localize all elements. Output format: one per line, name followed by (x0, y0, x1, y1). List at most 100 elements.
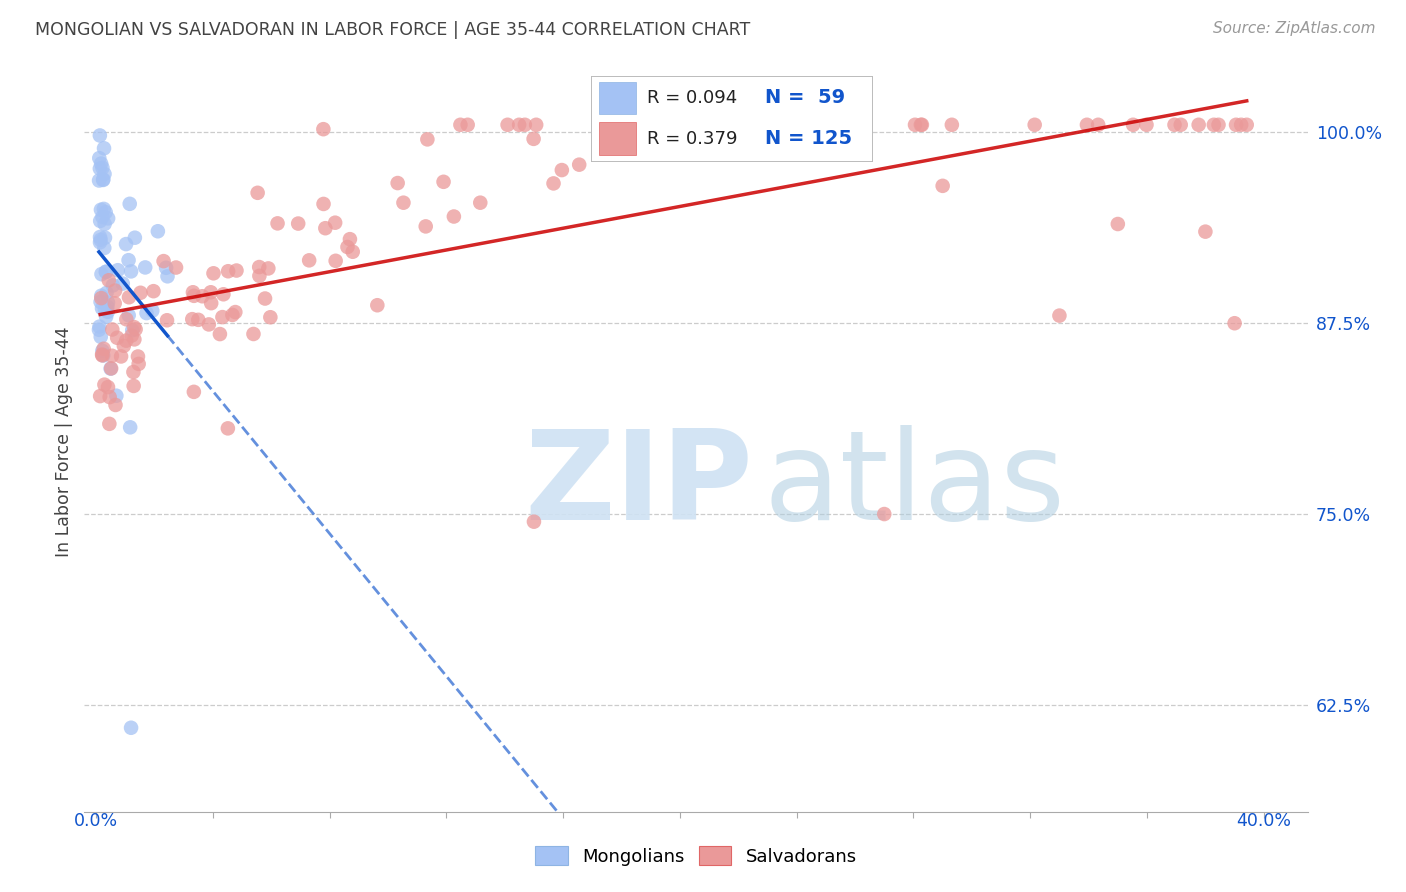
Point (415, 219, 437, 234)
Point (98, 417, 121, 431)
Point (117, 253, 139, 268)
Point (202, 266, 225, 280)
Point (94, 205, 117, 219)
Point (259, 310, 281, 325)
Point (183, 384, 205, 399)
Point (97, 273, 120, 287)
Point (651, 118, 673, 132)
Point (904, 118, 927, 132)
Point (298, 253, 321, 268)
Point (93, 241, 115, 255)
Point (118, 308, 141, 322)
Point (1208, 118, 1230, 132)
Point (568, 158, 591, 172)
Point (90, 202, 112, 217)
Point (91, 172, 114, 186)
Point (89, 151, 111, 165)
Point (165, 260, 187, 275)
Point (93, 217, 115, 231)
Point (181, 312, 204, 326)
Point (187, 313, 209, 327)
Point (659, 118, 682, 132)
Point (543, 177, 565, 191)
Point (156, 313, 179, 327)
Point (225, 263, 247, 277)
Point (152, 254, 174, 268)
Point (91, 210, 114, 224)
Point (146, 224, 169, 238)
Point (217, 264, 239, 278)
Point (287, 217, 309, 231)
Bar (599, 122, 636, 154)
Point (1076, 118, 1098, 132)
Point (90, 233, 112, 247)
Point (931, 178, 953, 193)
Point (94, 265, 117, 279)
Point (115, 334, 138, 348)
Point (134, 260, 156, 275)
Point (211, 310, 233, 324)
Point (115, 237, 138, 252)
Point (105, 389, 128, 403)
Point (120, 420, 142, 434)
Point (91, 343, 114, 358)
Point (97, 295, 120, 310)
Point (96, 285, 118, 300)
Point (94, 310, 117, 324)
Point (91, 349, 114, 363)
Point (339, 232, 361, 246)
Point (118, 197, 141, 211)
Point (224, 305, 246, 319)
Point (101, 278, 124, 293)
Text: 0.0%: 0.0% (75, 812, 118, 830)
Point (432, 175, 454, 189)
Point (121, 328, 143, 343)
Point (1024, 118, 1046, 132)
Point (852, 118, 875, 132)
Point (89, 128, 111, 143)
Point (873, 507, 896, 521)
Point (323, 216, 346, 230)
Point (91, 173, 114, 187)
Point (142, 284, 165, 298)
Point (105, 331, 128, 345)
Point (155, 260, 177, 275)
Point (449, 118, 471, 132)
Point (97, 380, 120, 394)
Point (1135, 118, 1157, 132)
Point (90, 294, 112, 309)
Point (198, 318, 221, 332)
Point (551, 163, 574, 178)
Point (94, 265, 117, 279)
Point (104, 398, 127, 412)
Point (120, 721, 142, 735)
Point (124, 332, 146, 346)
Point (93, 202, 115, 216)
Point (181, 285, 204, 300)
Point (911, 118, 934, 132)
Point (121, 323, 143, 337)
Point (122, 379, 145, 393)
Point (122, 365, 145, 379)
Text: N = 125: N = 125 (765, 129, 852, 148)
Point (314, 221, 336, 235)
Point (91, 301, 114, 316)
Point (91, 161, 114, 175)
Point (156, 269, 179, 284)
Point (118, 290, 141, 304)
Point (89, 389, 111, 403)
Point (1049, 309, 1071, 323)
Point (93, 167, 115, 181)
Point (120, 264, 142, 278)
Point (98, 390, 121, 404)
Point (127, 350, 149, 364)
Point (1236, 118, 1258, 132)
Point (97, 305, 120, 319)
Point (416, 132, 439, 146)
Point (713, 118, 735, 132)
Point (93, 377, 115, 392)
Text: ZIP: ZIP (524, 425, 754, 547)
Point (115, 312, 138, 326)
Text: N =  59: N = 59 (765, 88, 845, 107)
Text: Source: ZipAtlas.com: Source: ZipAtlas.com (1212, 21, 1375, 36)
